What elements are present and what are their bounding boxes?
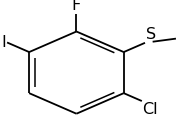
Text: S: S [146,27,156,42]
Text: Cl: Cl [142,102,158,117]
Text: I: I [1,35,6,50]
Text: F: F [72,0,81,13]
